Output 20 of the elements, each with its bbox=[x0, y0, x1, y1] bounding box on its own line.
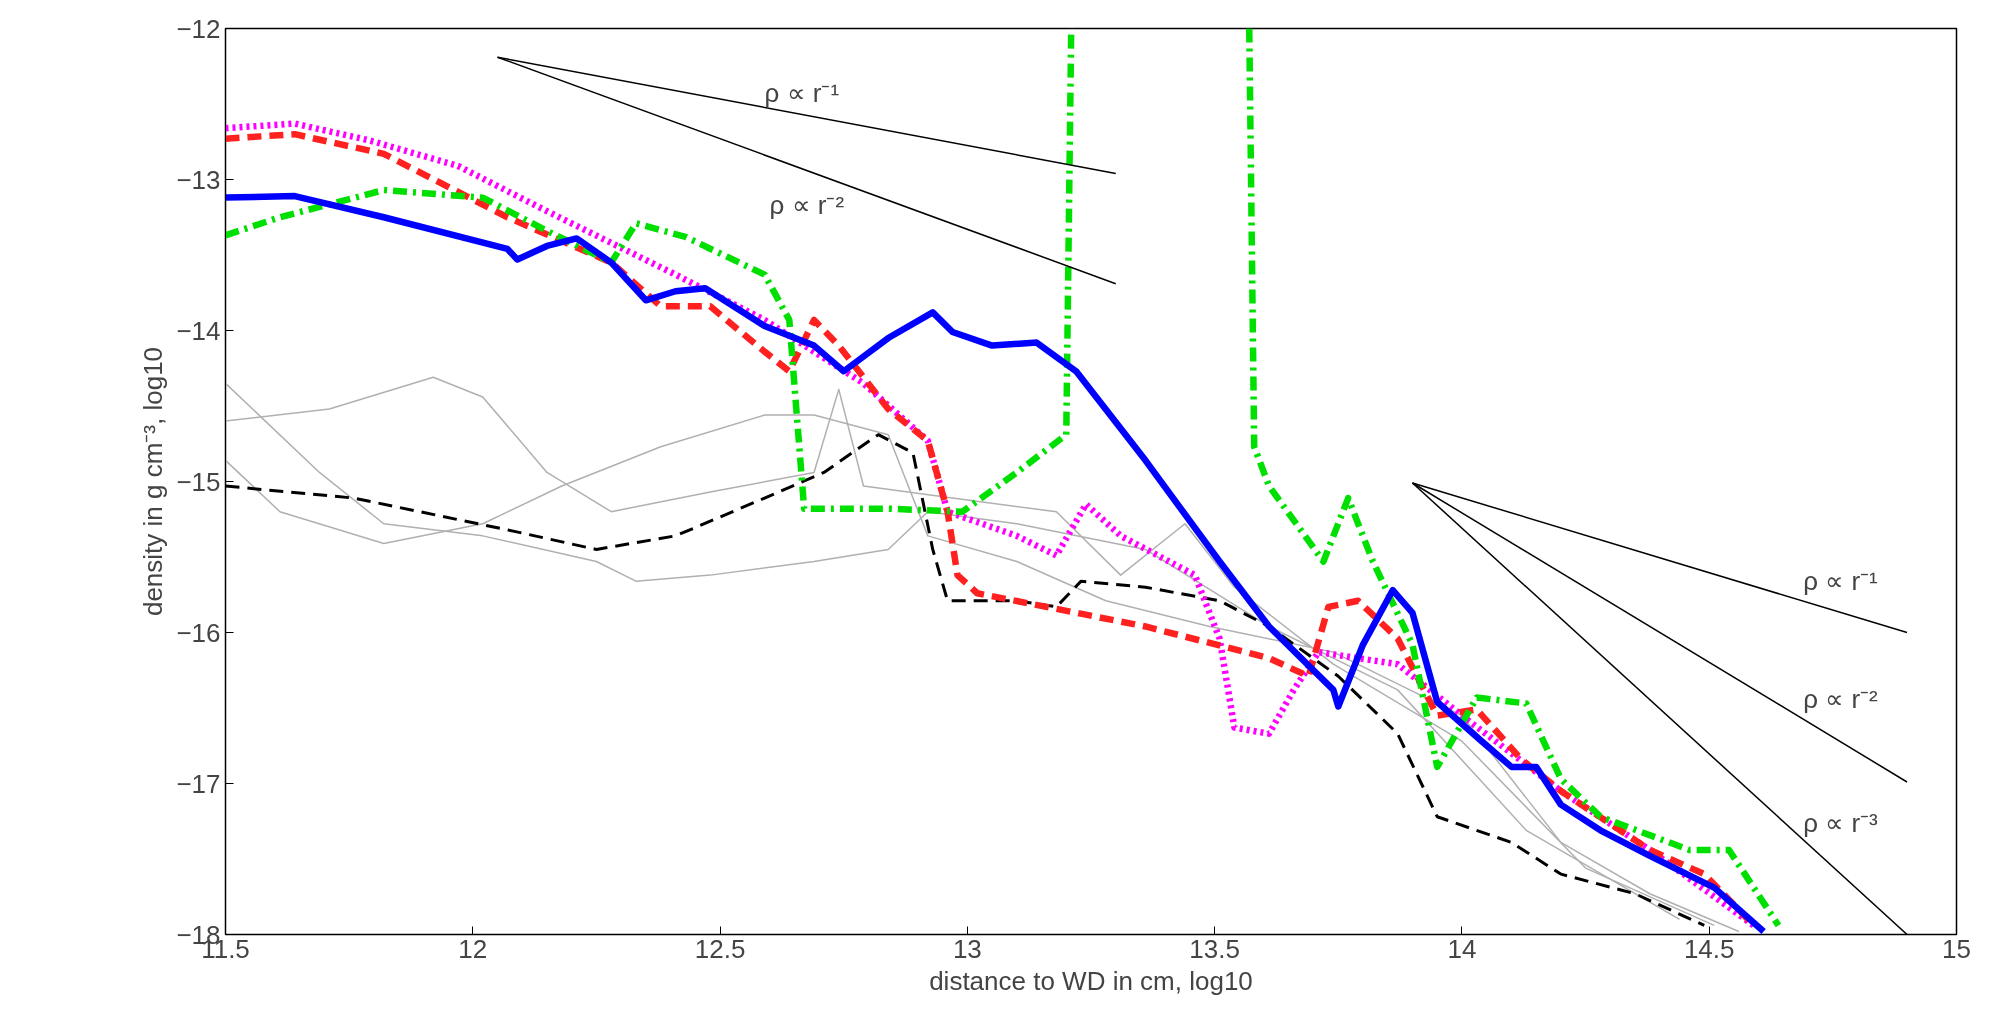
annotation: ρ ∝ r⁻³ bbox=[1803, 807, 1879, 838]
x-tick-label: 14.5 bbox=[1683, 933, 1735, 964]
annotation: ρ ∝ r⁻¹ bbox=[764, 78, 840, 109]
x-tick-label: 14 bbox=[1447, 933, 1477, 964]
x-tick-label: 12 bbox=[458, 933, 488, 964]
y-tick-label: −14 bbox=[176, 315, 221, 346]
x-tick-label: 13.5 bbox=[1189, 933, 1240, 964]
annotation: ρ ∝ r⁻² bbox=[1803, 683, 1879, 714]
x-tick-label: 15 bbox=[1942, 933, 1971, 964]
y-tick-label: −17 bbox=[176, 768, 221, 799]
x-axis-title: distance to WD in cm, log10 bbox=[929, 965, 1253, 996]
x-tick-label: 13 bbox=[952, 933, 982, 964]
y-tick-label: −13 bbox=[176, 164, 221, 195]
annotation: ρ ∝ r⁻¹ bbox=[1803, 566, 1879, 597]
y-axis-title: density in g cm⁻³, log10 bbox=[138, 346, 169, 617]
annotation: ρ ∝ r⁻² bbox=[769, 190, 845, 221]
y-tick-label: −16 bbox=[176, 617, 221, 648]
y-tick-label: −15 bbox=[176, 466, 221, 497]
x-tick-label: 12.5 bbox=[694, 933, 746, 964]
y-tick-label: −12 bbox=[176, 13, 221, 44]
